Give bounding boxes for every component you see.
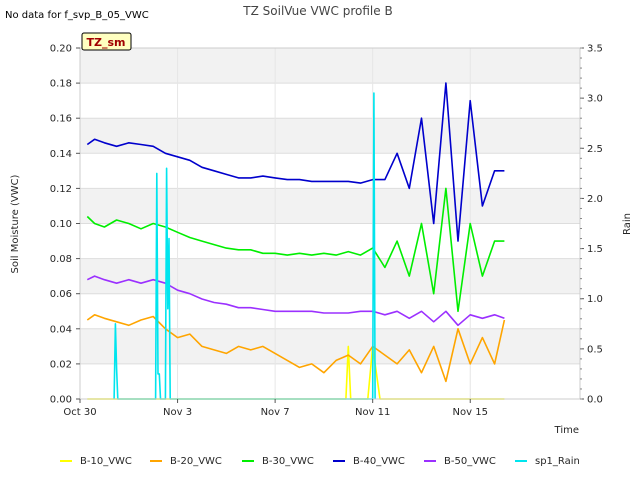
x-axis: Oct 30 Nov 3 Nov 7 Nov 11 Nov 15: [63, 399, 488, 418]
series-line-b-40-vwc: [86, 82, 505, 242]
y-tick-label: 0.12: [50, 184, 72, 195]
plot-background: [80, 48, 580, 399]
legend-label-b-10-vwc: B-10_VWC: [80, 456, 132, 467]
plot-band: [80, 118, 580, 154]
plot-band: [80, 328, 580, 364]
y2-tick-label: 0.0: [587, 395, 603, 406]
x-tick-label: Nov 7: [261, 407, 290, 418]
y-tick-label: 0.20: [50, 44, 72, 55]
plot-band: [80, 83, 580, 119]
plot-band: [80, 153, 580, 189]
y-tick-label: 0.08: [50, 254, 72, 265]
legend-label-b-30-vwc: B-30_VWC: [262, 456, 314, 467]
plot-band: [80, 258, 580, 294]
y-axis-left: 0.00 0.02 0.04 0.06 0.08 0.10 0.12 0.14 0.16 0.18…: [50, 44, 80, 406]
tag-badge-box: [81, 32, 132, 51]
y2-axis-title: Rain: [622, 213, 633, 235]
plot-band: [80, 293, 580, 329]
y-tick-label: 0.14: [50, 149, 72, 160]
legend-label-b-20-vwc: B-20_VWC: [170, 456, 222, 467]
no-data-note: No data for f_svp_B_05_VWC: [5, 10, 149, 21]
series-line-b-20-vwc: [86, 313, 506, 383]
tag-badge: TZ_sm: [81, 32, 132, 51]
y-tick-label: 0.18: [50, 79, 72, 90]
y-axis-right: 0.0 0.5 1.0 1.5 2.0 2.5 3.0 3.5: [580, 44, 603, 406]
plot-band: [80, 223, 580, 259]
y2-tick-label: 3.5: [587, 44, 603, 55]
tag-badge-label: TZ_sm: [87, 36, 126, 49]
y2-tick-label: 0.5: [587, 344, 603, 355]
chart-title: TZ SoilVue VWC profile B: [242, 4, 392, 18]
x-tick-label: Oct 30: [63, 407, 96, 418]
y2-tick-label: 1.0: [587, 294, 603, 305]
legend-label-b-40-vwc: B-40_VWC: [353, 456, 405, 467]
y2-tick-label: 2.0: [587, 194, 603, 205]
y-tick-label: 0.10: [50, 219, 72, 230]
y-tick-label: 0.04: [50, 324, 72, 335]
plot-band: [80, 363, 580, 399]
legend: B-10_VWC B-20_VWC B-30_VWC B-40_VWC B-50_VWC…: [60, 456, 580, 467]
plot-band: [80, 188, 580, 224]
plot-band: [80, 48, 580, 84]
y-axis-title: Soil Moisture (VWC): [10, 174, 21, 273]
x-tick-label: Nov 11: [355, 407, 390, 418]
x-tick-label: Nov 15: [453, 407, 488, 418]
x-axis-title: Time: [554, 425, 579, 436]
y2-tick-label: 2.5: [587, 144, 603, 155]
y-tick-label: 0.06: [50, 289, 72, 300]
legend-label-b-50-vwc: B-50_VWC: [444, 456, 496, 467]
legend-label-sp1-rain: sp1_Rain: [535, 456, 580, 467]
y-tick-label: 0.16: [50, 114, 72, 125]
y2-tick-label: 1.5: [587, 244, 603, 255]
series-line-b-30-vwc: [86, 187, 505, 313]
y-tick-label: 0.00: [50, 395, 72, 406]
series-line-b-50-vwc: [86, 275, 505, 327]
y-tick-label: 0.02: [50, 359, 72, 370]
y2-tick-label: 3.0: [587, 94, 603, 105]
x-tick-label: Nov 3: [163, 407, 192, 418]
